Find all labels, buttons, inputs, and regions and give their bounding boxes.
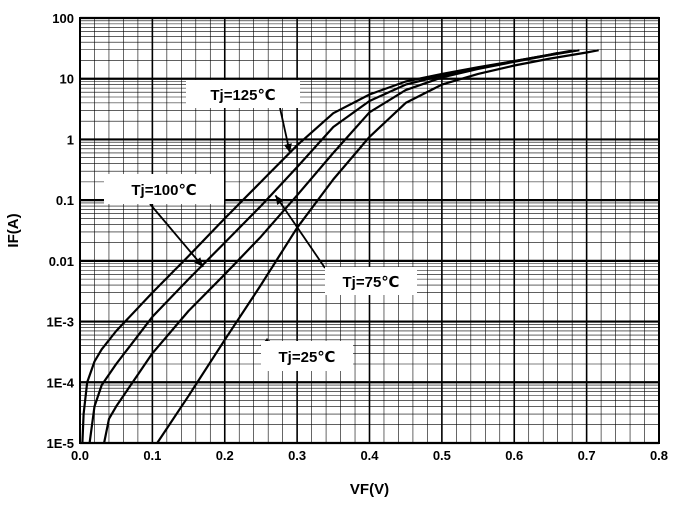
annotation-leader-1 — [149, 203, 204, 268]
series-label-2: Tj=75℃ — [343, 274, 400, 291]
annotation-box-3 — [261, 341, 353, 371]
x-tick-label: 0.0 — [71, 448, 89, 463]
y-tick-label: 100 — [52, 11, 74, 26]
plot-frame — [79, 17, 660, 444]
y-axis-title: IF(A) — [5, 213, 22, 247]
y-tick-label: 0.1 — [56, 193, 74, 208]
series-annotations: Tj=125℃ Tj=100℃ Tj=75℃ Tj=25℃ — [104, 80, 417, 371]
x-tick-label: 0.8 — [650, 448, 668, 463]
annotation-arrowhead-1 — [194, 257, 203, 267]
x-tick-label: 0.3 — [288, 448, 306, 463]
x-tick-label: 0.4 — [360, 448, 379, 463]
y-tick-label: 1E-4 — [47, 375, 75, 390]
series-line-3 — [156, 49, 599, 444]
y-tick-label: 10 — [60, 72, 74, 87]
x-tick-labels: 0.0 0.1 0.2 0.3 0.4 0.5 0.6 0.7 0.8 — [71, 448, 668, 463]
annotation-leader-2 — [274, 194, 326, 269]
annotation-box-2 — [325, 267, 417, 295]
y-tick-label: 1 — [67, 132, 74, 147]
y-tick-labels: 100 10 1 0.1 0.01 1E-3 1E-4 1E-5 — [47, 11, 75, 451]
annotation-arrowhead-2 — [275, 195, 284, 205]
x-tick-label: 0.6 — [505, 448, 523, 463]
x-axis-title: VF(V) — [350, 481, 389, 498]
series-line-0 — [81, 51, 558, 444]
y-tick-label: 1E-3 — [47, 315, 74, 330]
x-tick-label: 0.2 — [216, 448, 234, 463]
y-tick-label: 1E-5 — [47, 436, 74, 451]
x-tick-label: 0.1 — [143, 448, 161, 463]
x-tick-label: 0.5 — [433, 448, 451, 463]
series-label-1: Tj=100℃ — [131, 182, 196, 199]
annotation-arrowhead-0 — [284, 143, 292, 153]
x-tick-label: 0.7 — [578, 448, 596, 463]
series-label-3: Tj=25℃ — [279, 349, 336, 366]
annotation-box-0 — [186, 80, 300, 108]
series-lines — [81, 49, 599, 444]
y-tick-label: 0.01 — [49, 254, 74, 269]
series-line-2 — [103, 49, 580, 444]
series-label-0: Tj=125℃ — [210, 87, 275, 104]
annotation-box-1 — [104, 174, 224, 204]
